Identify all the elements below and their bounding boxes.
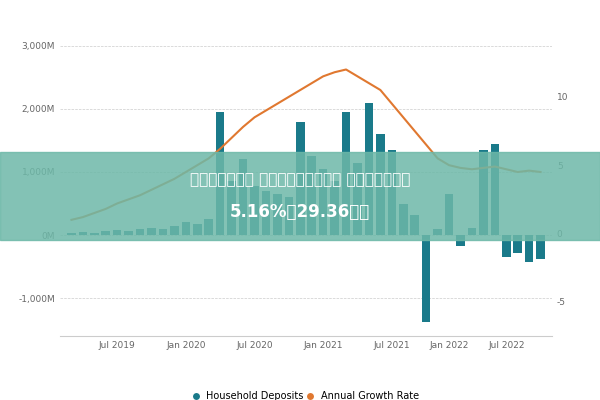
Bar	[216, 112, 224, 235]
Bar	[193, 224, 202, 235]
Bar	[250, 186, 259, 235]
Bar	[182, 222, 190, 235]
Bar	[445, 194, 454, 235]
Legend: Household Deposits, Annual Growth Rate: Household Deposits, Annual Growth Rate	[191, 390, 421, 400]
Bar	[205, 219, 213, 235]
Bar	[365, 103, 373, 235]
Bar	[319, 169, 328, 235]
Bar	[262, 191, 270, 235]
Bar	[284, 197, 293, 235]
Bar	[525, 235, 533, 262]
Bar	[67, 233, 76, 235]
Bar	[353, 162, 362, 235]
Bar	[331, 182, 339, 235]
Bar	[342, 112, 350, 235]
Bar	[467, 228, 476, 235]
Text: 5.16%报29.36美元: 5.16%报29.36美元	[230, 203, 370, 221]
Bar	[158, 229, 167, 235]
Bar	[170, 226, 179, 235]
Bar	[113, 230, 121, 235]
Bar	[124, 231, 133, 235]
Bar	[273, 194, 281, 235]
Bar	[536, 235, 545, 259]
Bar	[376, 134, 385, 235]
Bar	[514, 235, 522, 253]
Bar	[101, 231, 110, 235]
Bar	[491, 144, 499, 235]
Bar	[456, 235, 465, 246]
Bar	[479, 150, 488, 235]
Bar	[410, 215, 419, 235]
Bar	[388, 150, 396, 235]
Bar	[147, 228, 156, 235]
Text: 股票在哪加杠杆 阿梅雷斯克盘中异动 下午盘快速上涨: 股票在哪加杠杆 阿梅雷斯克盘中异动 下午盘快速上涨	[190, 172, 410, 188]
Bar	[90, 232, 98, 235]
Bar	[502, 235, 511, 257]
Bar	[307, 156, 316, 235]
Bar	[136, 229, 145, 235]
Bar	[79, 232, 87, 235]
Bar	[433, 229, 442, 235]
Bar	[227, 182, 236, 235]
Bar	[422, 235, 430, 322]
Bar	[296, 122, 305, 235]
Bar	[239, 159, 247, 235]
Bar	[399, 204, 407, 235]
